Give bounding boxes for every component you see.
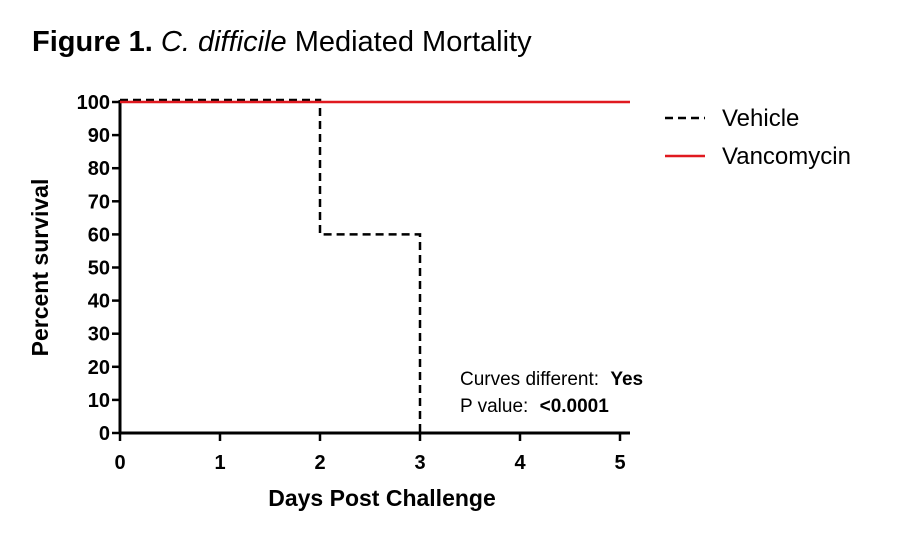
annotation-curves-label: Curves different: [460,369,599,390]
annotation-curves: Curves different: Yes [460,369,643,390]
x-tick-label: 4 [514,452,526,474]
x-axis-title: Days Post Challenge [268,485,496,511]
annotation-p-value: <0.0001 [540,396,610,417]
y-tick-label: 60 [88,224,110,246]
y-tick-label: 0 [99,423,110,445]
x-tick-label: 1 [214,452,225,474]
annotation-pvalue: P value: <0.0001 [460,396,609,417]
legend: Vehicle Vancomycin [665,105,851,170]
title-suffix: Mediated Mortality [294,26,532,58]
y-tick-label: 10 [88,390,110,412]
y-tick-label: 90 [88,125,110,147]
y-axis-title: Percent survival [27,179,53,357]
axes: 0 10 20 30 40 50 60 70 80 90 100 0 1 2 3 4 5 Days Post Ch… [27,92,630,511]
legend-label-vehicle: Vehicle [722,105,799,132]
x-tick-label: 2 [314,452,325,474]
y-tick-label: 100 [77,92,110,114]
chart-title: Figure 1. C. difficile Mediated Mortalit… [32,26,532,59]
y-tick-label: 20 [88,357,110,379]
legend-label-vancomycin: Vancomycin [722,143,851,170]
y-tick-label: 30 [88,324,110,346]
y-tick-label: 40 [88,291,110,313]
organism-name: C. difficile [160,26,287,58]
x-tick-label: 3 [414,452,425,474]
y-tick-label: 70 [88,191,110,213]
series-line-vehicle [120,98,422,433]
y-tick-label: 50 [88,258,110,280]
series-lines [120,98,630,433]
y-tick-label: 80 [88,158,110,180]
annotation-p-label: P value: [460,396,528,417]
figure-number: Figure 1. [32,26,153,58]
x-tick-label: 0 [114,452,125,474]
annotation-curves-value: Yes [610,369,643,390]
x-tick-label: 5 [614,452,625,474]
